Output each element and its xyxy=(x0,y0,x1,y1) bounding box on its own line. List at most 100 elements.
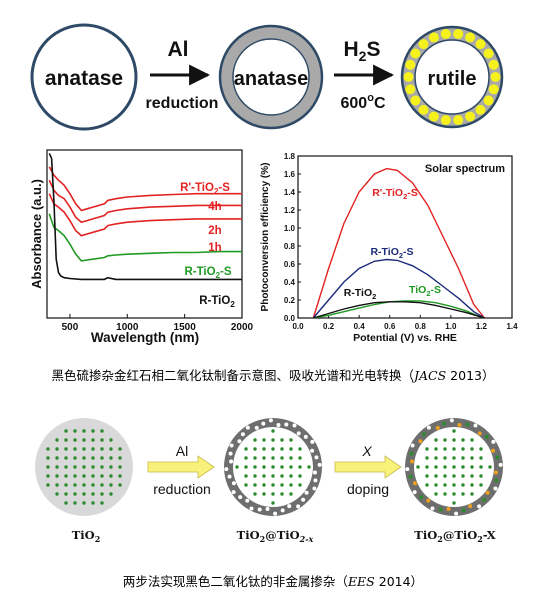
green-dot xyxy=(434,456,438,460)
shell-dot xyxy=(296,504,301,509)
shell-dot xyxy=(426,425,431,430)
yellow-dot xyxy=(488,84,499,95)
green-dot xyxy=(271,429,275,433)
green-dot xyxy=(425,465,429,469)
shell-dot xyxy=(412,481,417,486)
pce-x-tick-label: 0.0 xyxy=(292,322,304,331)
green-dot xyxy=(91,501,95,505)
pce-y-tick-label: 1.4 xyxy=(284,188,296,197)
shell-dot xyxy=(245,498,250,503)
green-dot xyxy=(73,492,77,496)
arrow-2-bottom-label: 600oC xyxy=(341,92,386,112)
green-dot xyxy=(271,492,275,496)
absorbance-series-line-2 xyxy=(48,193,242,237)
green-dot xyxy=(479,456,483,460)
green-dot xyxy=(479,474,483,478)
green-dot xyxy=(109,438,113,442)
green-dot xyxy=(434,447,438,451)
pce-y-ticks: 0.0 0.2 0.4 0.6 0.8 1.0 1.2 1.4 1.6 1.8 xyxy=(284,152,301,323)
green-dot xyxy=(280,447,284,451)
green-dot xyxy=(280,465,284,469)
shell-dot xyxy=(410,443,415,448)
green-dot xyxy=(253,456,257,460)
green-dot xyxy=(73,501,77,505)
green-dot xyxy=(91,483,95,487)
green-dot xyxy=(298,483,302,487)
green-dot xyxy=(434,438,438,442)
green-dot xyxy=(443,474,447,478)
green-dot xyxy=(64,483,68,487)
absorbance-chart: 500 1000 1500 2000 Absorbance (a.u.) Wavele… xyxy=(29,149,254,345)
dopant-dots-shell-3 xyxy=(405,418,503,516)
absorbance-series-line-3 xyxy=(48,213,242,262)
green-dot xyxy=(298,456,302,460)
green-dot xyxy=(109,492,113,496)
yellow-dot xyxy=(428,111,439,122)
green-dot xyxy=(253,465,257,469)
green-dot xyxy=(82,438,86,442)
label-4h: 4h xyxy=(208,201,221,213)
shell-dot xyxy=(485,490,490,495)
shell-dot xyxy=(410,459,415,464)
shell-dot xyxy=(412,490,417,495)
caption-2-text: 两步法实现黑色二氧化钛的非金属掺杂（ xyxy=(122,574,348,589)
shell-dot xyxy=(468,504,473,509)
green-dot xyxy=(100,438,104,442)
green-dot xyxy=(452,501,456,505)
green-dot xyxy=(289,492,293,496)
shell-dot xyxy=(296,431,301,436)
shell-dot xyxy=(442,421,447,426)
green-dot xyxy=(461,474,465,478)
pce-x-label: Potential (V) vs. RHE xyxy=(353,332,457,344)
green-dot xyxy=(118,456,122,460)
green-dot xyxy=(280,483,284,487)
caption-2-journal: EES xyxy=(347,574,375,589)
green-dot xyxy=(82,447,86,451)
arrow-2-top-label: H2S xyxy=(344,38,381,64)
shell-dot xyxy=(449,418,454,423)
shell-dot xyxy=(457,423,462,428)
green-dot xyxy=(64,474,68,478)
shell-dot xyxy=(238,495,243,500)
shell-dot xyxy=(237,439,242,444)
green-dot xyxy=(82,492,86,496)
green-dot xyxy=(452,474,456,478)
label-r-prime-tio2-s: R'-TiO2-S xyxy=(180,182,230,196)
absorbance-series-line-4 xyxy=(48,153,242,281)
pce-label-tio2-s: TiO2-S xyxy=(409,284,441,298)
green-dot xyxy=(100,465,104,469)
shell-dot xyxy=(284,422,289,427)
shell-dot xyxy=(477,504,482,509)
green-dot xyxy=(280,456,284,460)
green-dot xyxy=(55,438,59,442)
pce-x-tick-label: 0.2 xyxy=(323,322,335,331)
green-dot xyxy=(262,438,266,442)
green-dot xyxy=(452,456,456,460)
absorbance-x-ticks: 500 1000 1500 2000 xyxy=(62,314,254,333)
green-dot xyxy=(271,474,275,478)
shell-dot xyxy=(465,422,470,427)
green-dot xyxy=(443,447,447,451)
pce-x-tick-label: 1.2 xyxy=(476,322,488,331)
scheme-2: Al reduction X doping TiO2 TiO2@TiO2-x T… xyxy=(35,418,503,544)
shell-dot xyxy=(303,434,308,439)
green-dot xyxy=(118,483,122,487)
absorbance-y-label: Absorbance (a.u.) xyxy=(29,179,44,289)
green-dot xyxy=(244,465,248,469)
shell-dot xyxy=(229,443,234,448)
green-dot xyxy=(271,483,275,487)
shell-dot xyxy=(292,423,297,428)
shell-dot xyxy=(430,506,435,511)
label-r-tio2: R-TiO2 xyxy=(199,295,235,309)
scheme2-arrow-2-top: X xyxy=(361,443,372,459)
shell-dot xyxy=(408,474,413,479)
shell-dot xyxy=(312,486,317,491)
green-dot xyxy=(55,447,59,451)
pce-label-r-prime-tio2-s: R'-TiO2-S xyxy=(372,187,418,201)
pce-plot-frame xyxy=(297,155,513,319)
pce-y-tick-label: 0.2 xyxy=(284,296,296,305)
rutile-label: rutile xyxy=(428,68,477,90)
green-dots-particle-3 xyxy=(416,429,492,505)
green-dot xyxy=(425,456,429,460)
green-dot xyxy=(271,447,275,451)
